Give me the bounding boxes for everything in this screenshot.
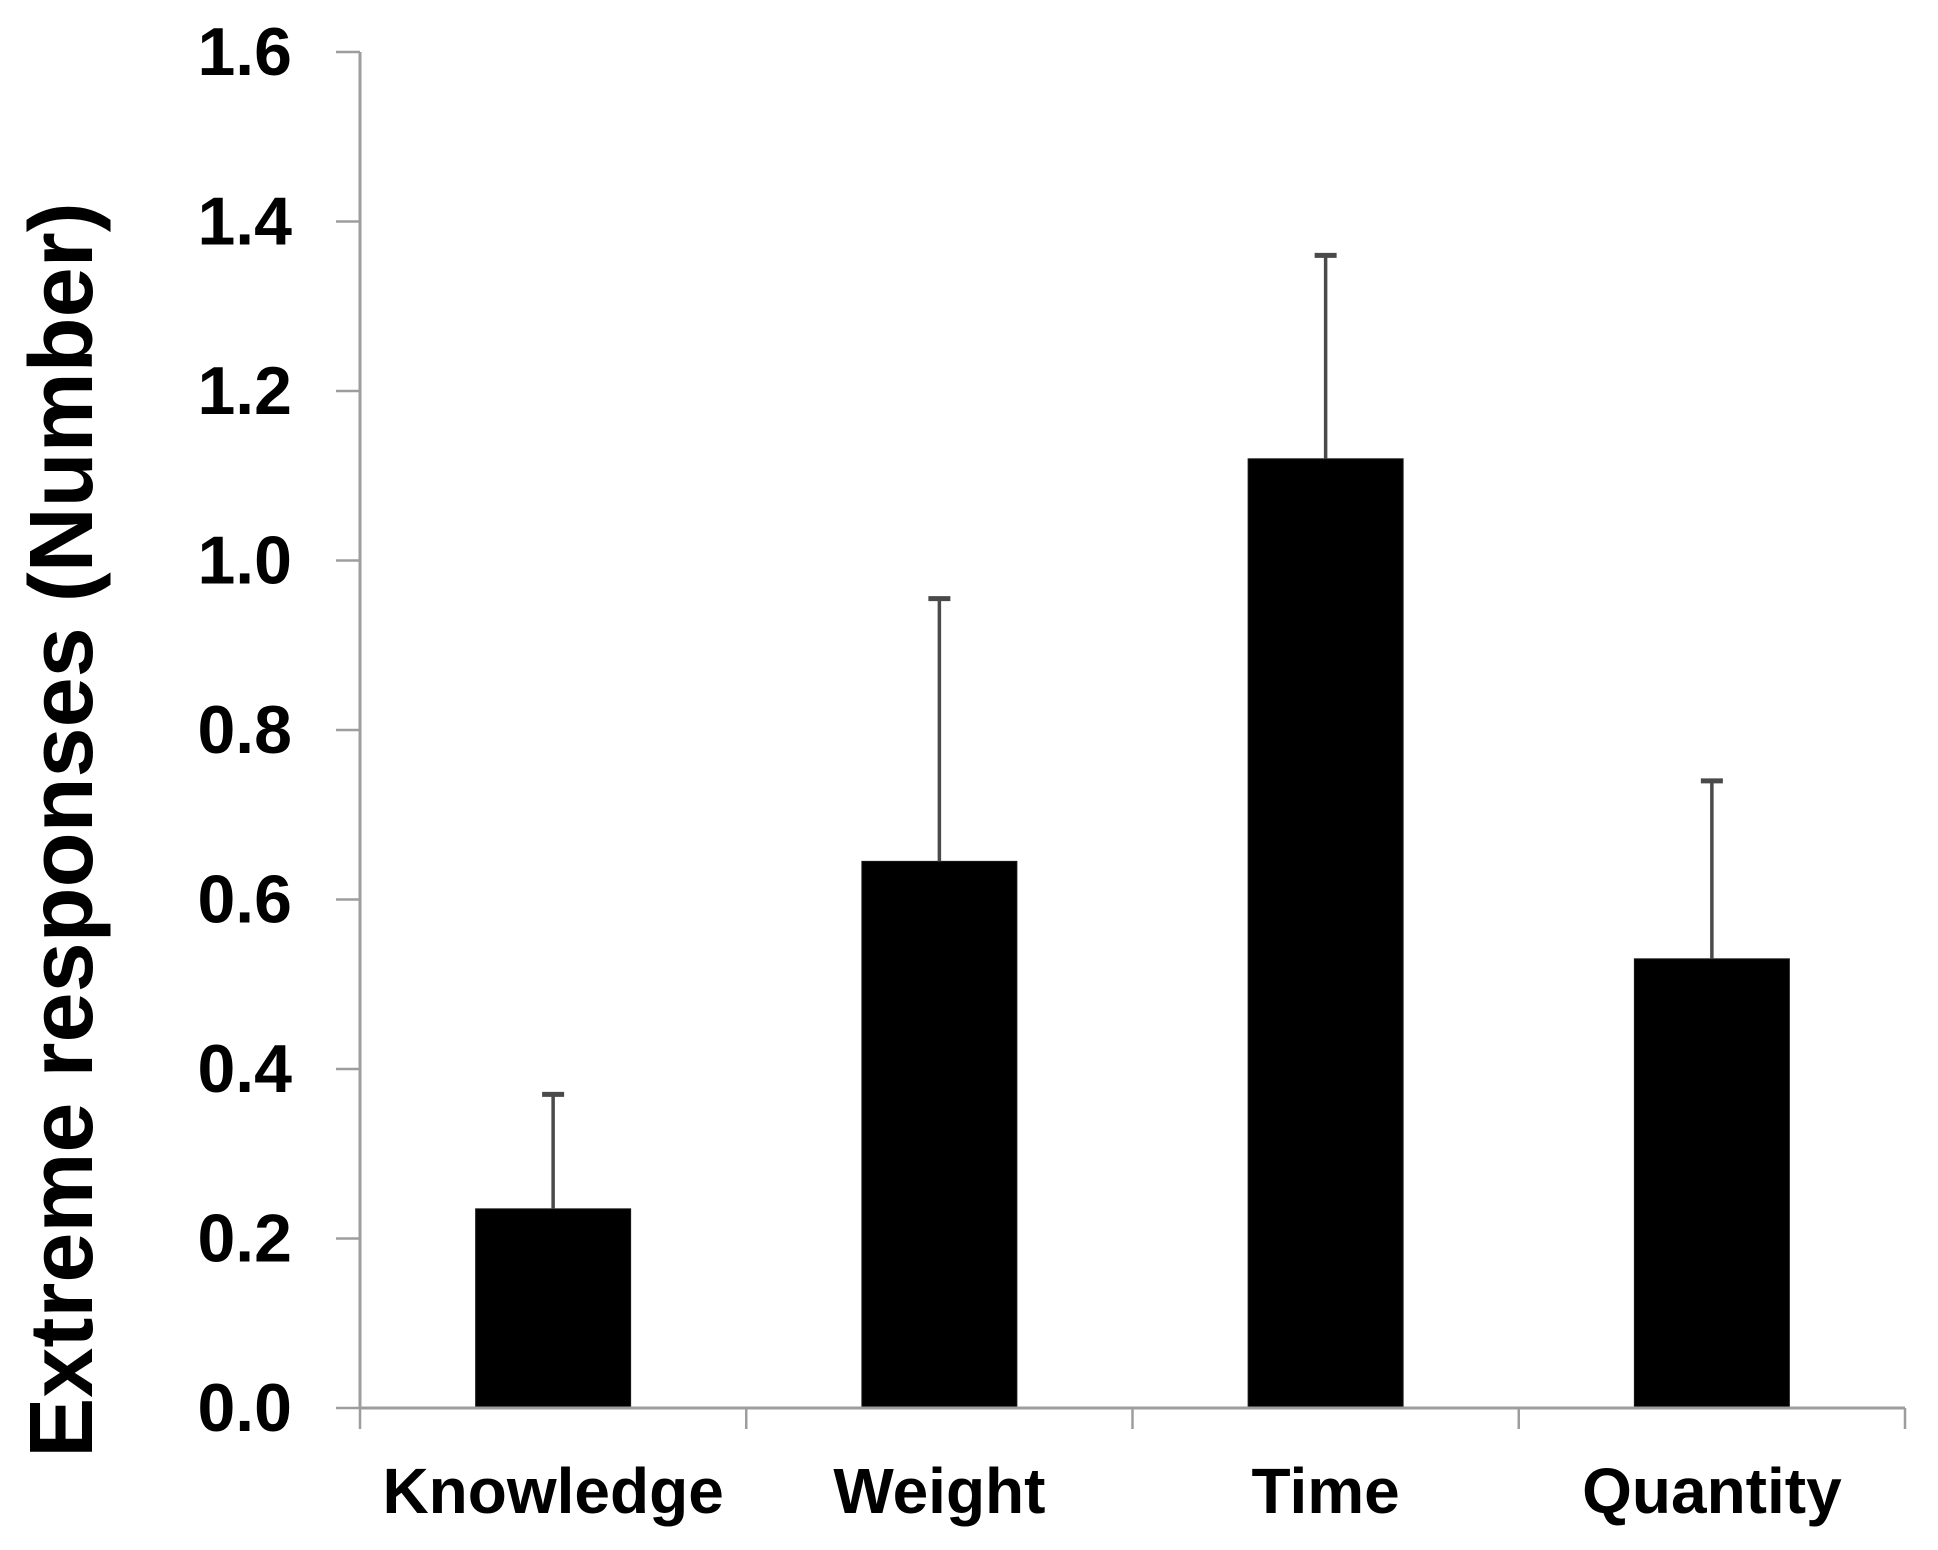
bar-time [1247, 458, 1404, 1409]
x-tick-label-weight: Weight [833, 1455, 1045, 1527]
y-tick-label-1.0: 1.0 [197, 523, 292, 599]
y-axis-title: Extreme responses (Number) [12, 202, 112, 1457]
y-tick-label-0.6: 0.6 [197, 862, 292, 938]
y-tick-label-0.4: 0.4 [197, 1031, 292, 1107]
bar-weight [861, 860, 1018, 1409]
y-tick-label-0.2: 0.2 [197, 1201, 292, 1277]
y-tick-label-1.4: 1.4 [197, 184, 292, 260]
bar-quantity [1633, 958, 1790, 1409]
y-tick-label-0.0: 0.0 [197, 1370, 292, 1446]
y-tick-label-1.6: 1.6 [197, 14, 292, 90]
x-tick-label-time: Time [1252, 1455, 1400, 1527]
x-tick-label-quantity: Quantity [1582, 1455, 1842, 1527]
x-tick-label-knowledge: Knowledge [382, 1455, 723, 1527]
y-tick-label-1.2: 1.2 [197, 353, 292, 429]
y-tick-label-0.8: 0.8 [197, 692, 292, 768]
bar-knowledge [475, 1208, 632, 1409]
